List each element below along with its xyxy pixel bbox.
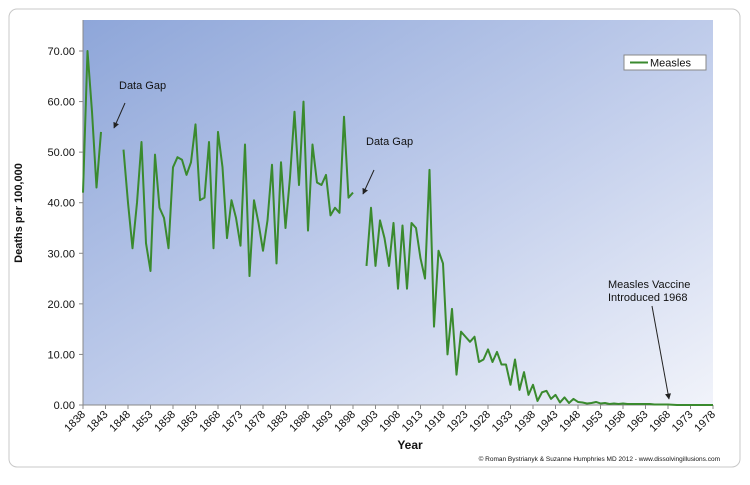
arrow <box>651 305 671 400</box>
y-tick-label: 60.00 <box>47 97 75 109</box>
y-tick-label: 30.00 <box>47 248 75 260</box>
annotation: Measles Vaccine <box>608 279 690 291</box>
annotation: Data Gap <box>119 80 166 92</box>
y-tick-label: 70.00 <box>47 46 75 58</box>
y-tick-label: 0.00 <box>54 400 75 412</box>
credit: © Roman Bystrianyk & Suzanne Humphries M… <box>479 455 720 463</box>
y-tick-label: 20.00 <box>47 299 75 311</box>
y-tick-label: 10.00 <box>47 349 75 361</box>
arrow <box>113 102 126 129</box>
arrow <box>362 169 375 195</box>
plot-area <box>83 20 713 405</box>
y-axis-label: Deaths per 100,000 <box>13 163 25 263</box>
legend-label: Measles <box>650 58 691 70</box>
legend-box <box>623 54 707 71</box>
y-tick-label: 40.00 <box>47 198 75 210</box>
annotation: Introduced 1968 <box>608 292 688 304</box>
y-tick-label: 50.00 <box>47 147 75 159</box>
annotation: Data Gap <box>366 136 413 148</box>
x-axis-label: Year <box>397 438 423 452</box>
series-line <box>82 50 713 406</box>
